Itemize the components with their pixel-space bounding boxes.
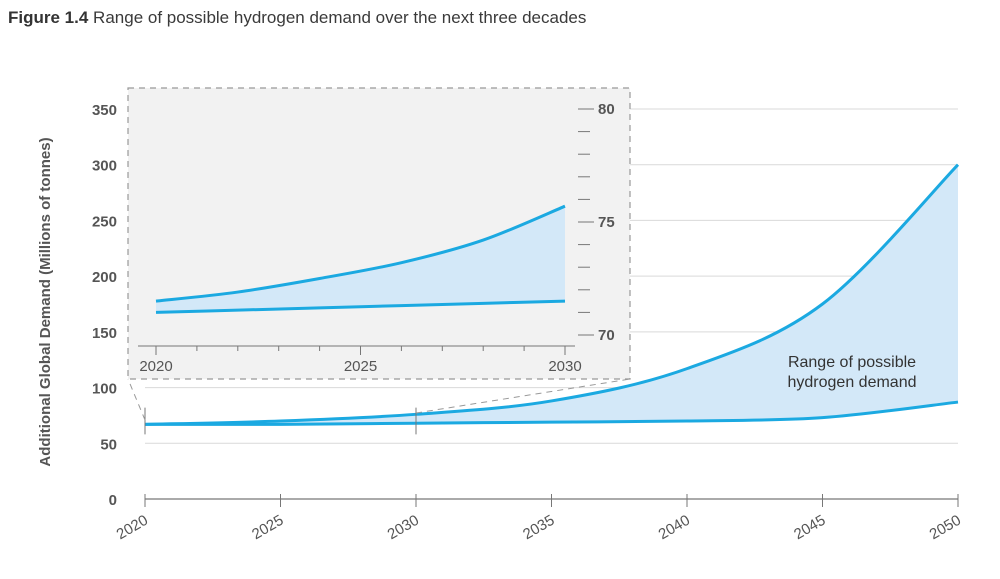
series-line <box>144 163 960 426</box>
figure-caption: Range of possible hydrogen demand over t… <box>93 8 587 27</box>
inset-x-tick-label: 2025 <box>344 358 377 375</box>
figure-number: Figure 1.4 <box>8 8 89 27</box>
x-tick-label: 2030 <box>385 512 422 543</box>
inset-connector <box>415 378 631 414</box>
series-line <box>144 400 959 426</box>
inset-x-tick-label: 2030 <box>548 358 581 375</box>
x-tick-label: 2045 <box>791 512 828 543</box>
y-tick-label: 50 <box>100 436 117 453</box>
y-tick-label: 300 <box>92 158 117 175</box>
y-tick-label: 200 <box>92 269 117 286</box>
x-tick-label: 2040 <box>656 512 693 543</box>
inset-connector <box>127 378 146 421</box>
x-tick-label: 2025 <box>249 512 286 543</box>
x-tick-label: 2050 <box>927 512 964 543</box>
y-tick-label: 150 <box>92 325 117 342</box>
inset-range-area <box>156 206 565 313</box>
y-tick-label: 100 <box>92 381 117 398</box>
x-tick-label: 2035 <box>520 512 557 543</box>
demand-range-area <box>145 164 958 425</box>
y-axis-label: Additional Global Demand (Millions of to… <box>37 137 54 466</box>
inset-x-tick-label: 2020 <box>139 358 172 375</box>
inset-series-line <box>155 299 566 314</box>
figure-title: Figure 1.4 Range of possible hydrogen de… <box>8 8 586 28</box>
x-tick-label: 2020 <box>114 512 151 543</box>
y-tick-label: 0 <box>109 492 117 509</box>
range-annotation: Range of possible hydrogen demand <box>788 354 917 391</box>
y-tick-label: 250 <box>92 213 117 230</box>
y-tick-label: 350 <box>92 102 117 119</box>
inset-y-tick-label: 70 <box>598 327 615 344</box>
inset-series-line <box>155 204 566 303</box>
inset-y-tick-label: 80 <box>598 101 615 118</box>
inset-y-tick-label: 75 <box>598 214 615 231</box>
